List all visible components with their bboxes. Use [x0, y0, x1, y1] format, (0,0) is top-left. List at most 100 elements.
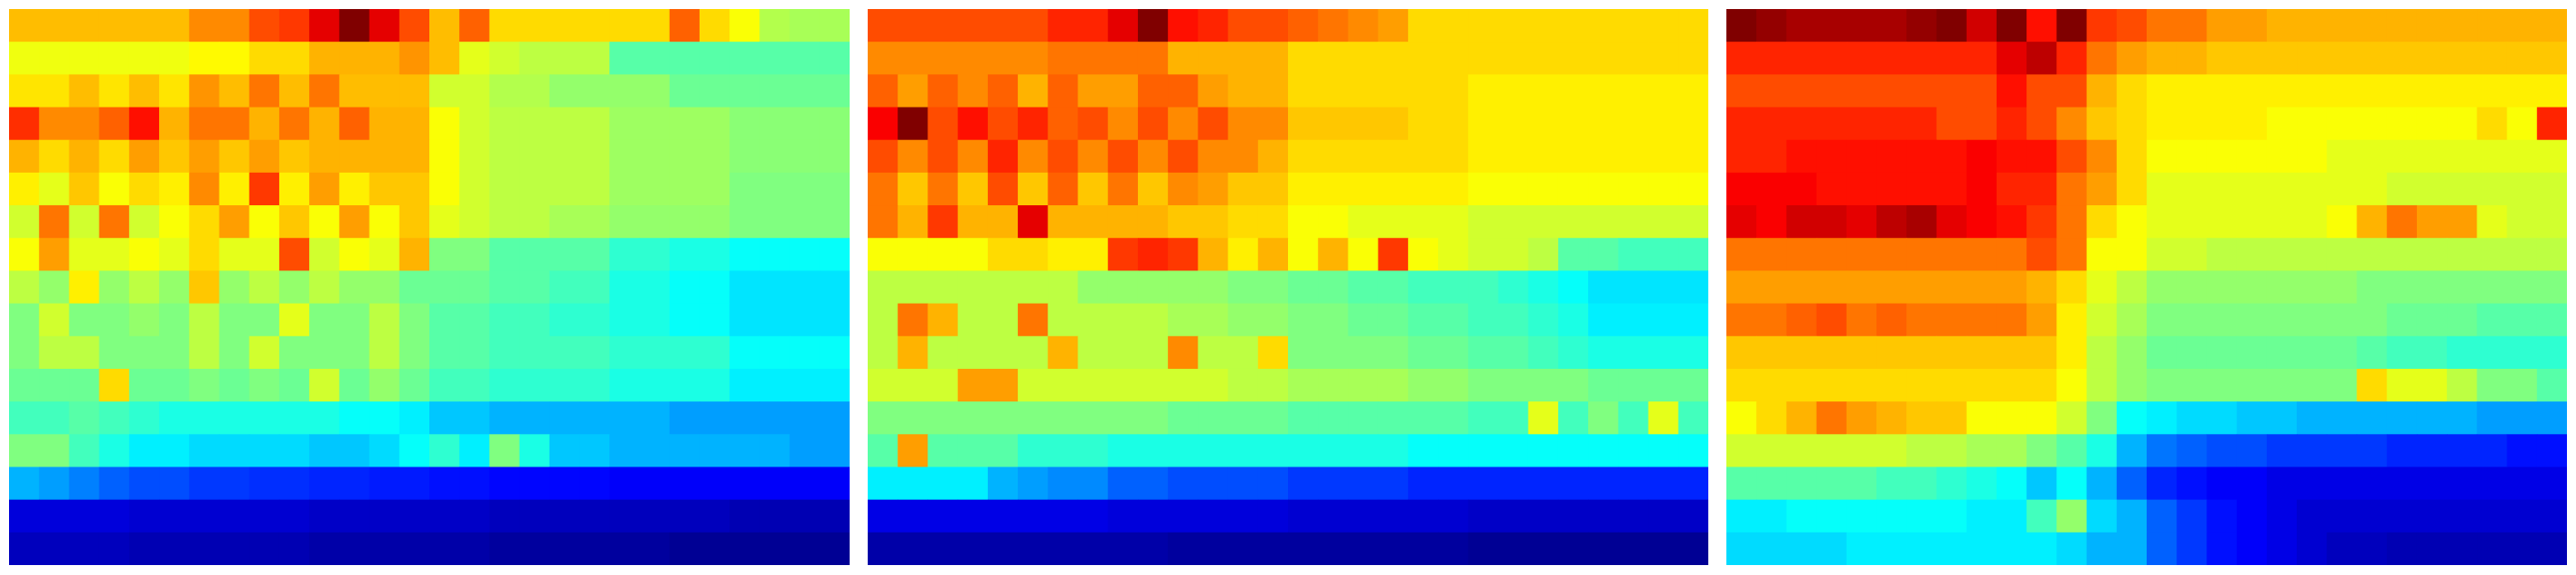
heatmap-cell — [2386, 42, 2418, 75]
heatmap-cell — [1348, 42, 1379, 75]
heatmap-cell — [2116, 467, 2148, 501]
heatmap-cell — [1348, 434, 1379, 468]
heatmap-cell — [729, 335, 760, 370]
heatmap-cell — [1726, 238, 1757, 272]
heatmap-cell — [459, 499, 491, 533]
heatmap-cell — [2536, 368, 2567, 402]
heatmap-cell — [1996, 139, 2027, 174]
heatmap-cell — [987, 74, 1019, 108]
heatmap-cell — [789, 74, 821, 108]
heatmap-cell — [549, 74, 580, 108]
heatmap-panel-3 — [1726, 9, 2567, 565]
heatmap-cell — [1528, 499, 1559, 533]
heatmap-cell — [1348, 139, 1379, 174]
heatmap-cell — [1468, 42, 1500, 75]
heatmap-cell — [1588, 238, 1619, 272]
heatmap-cell — [1498, 467, 1529, 501]
heatmap-cell — [2056, 238, 2088, 272]
heatmap-cell — [789, 303, 821, 337]
heatmap-cell — [1018, 139, 1048, 174]
heatmap-cell — [579, 205, 610, 239]
heatmap-cell — [1966, 499, 1998, 533]
heatmap-cell — [927, 238, 959, 272]
heatmap-cell — [339, 139, 371, 174]
heatmap-cell — [1227, 303, 1259, 337]
heatmap-cell — [1756, 467, 1788, 501]
heatmap-cell — [369, 238, 400, 272]
heatmap-cell — [2176, 499, 2208, 533]
heatmap-cell — [898, 434, 929, 468]
heatmap-cell — [1257, 205, 1289, 239]
heatmap-cell — [549, 303, 580, 337]
heatmap-cell — [2026, 303, 2057, 337]
heatmap-cell — [1588, 335, 1619, 370]
heatmap-cell — [609, 499, 641, 533]
heatmap-cell — [898, 532, 929, 565]
heatmap-cell — [369, 42, 400, 75]
heatmap-cell — [39, 270, 71, 305]
heatmap-cell — [1318, 303, 1349, 337]
heatmap-cell — [2477, 172, 2508, 206]
heatmap-cell — [2297, 172, 2327, 206]
heatmap-cell — [2536, 270, 2567, 305]
heatmap-cell — [99, 9, 130, 42]
heatmap-cell — [819, 107, 850, 141]
heatmap-cell — [2206, 467, 2238, 501]
heatmap-cell — [2026, 238, 2057, 272]
heatmap-cell — [987, 467, 1019, 501]
heatmap-cell — [2506, 172, 2538, 206]
heatmap-cell — [9, 9, 40, 42]
heatmap-cell — [987, 303, 1019, 337]
heatmap-cell — [2477, 401, 2508, 435]
heatmap-cell — [2536, 434, 2567, 468]
heatmap-cell — [1257, 107, 1289, 141]
heatmap-cell — [1137, 238, 1169, 272]
heatmap-cell — [609, 205, 641, 239]
heatmap-cell — [159, 532, 190, 565]
heatmap-cell — [1288, 9, 1319, 42]
heatmap-cell — [1528, 368, 1559, 402]
heatmap-cell — [2477, 532, 2508, 565]
heatmap-cell — [128, 303, 160, 337]
heatmap-cell — [2416, 205, 2448, 239]
heatmap-cell — [1438, 368, 1469, 402]
heatmap-cell — [1726, 401, 1757, 435]
heatmap-cell — [2026, 172, 2057, 206]
heatmap-cell — [2386, 368, 2418, 402]
heatmap-cell — [1756, 499, 1788, 533]
heatmap-cell — [1168, 303, 1199, 337]
heatmap-cell — [99, 205, 130, 239]
heatmap-cell — [2206, 303, 2238, 337]
heatmap-cell — [369, 172, 400, 206]
heatmap-cell — [1227, 335, 1259, 370]
heatmap-cell — [249, 532, 280, 565]
heatmap-cell — [2176, 467, 2208, 501]
heatmap-cell — [1468, 532, 1500, 565]
heatmap-cell — [2447, 107, 2477, 141]
heatmap-cell — [1018, 499, 1048, 533]
heatmap-cell — [1407, 9, 1439, 42]
heatmap-cell — [128, 434, 160, 468]
heatmap-cell — [2236, 532, 2268, 565]
heatmap-cell — [2236, 139, 2268, 174]
heatmap-cell — [219, 335, 250, 370]
heatmap-cell — [789, 467, 821, 501]
heatmap-cell — [1996, 499, 2027, 533]
heatmap-cell — [957, 434, 989, 468]
heatmap-cell — [9, 401, 40, 435]
heatmap-cell — [1288, 270, 1319, 305]
heatmap-cell — [1756, 238, 1788, 272]
heatmap-cell — [459, 335, 491, 370]
heatmap-cell — [669, 205, 700, 239]
heatmap-cell — [2536, 303, 2567, 337]
heatmap-cell — [2536, 107, 2567, 141]
heatmap-cell — [1257, 467, 1289, 501]
heatmap-cell — [2236, 270, 2268, 305]
heatmap-cell — [1906, 172, 1938, 206]
heatmap-cell — [898, 238, 929, 272]
heatmap-cell — [927, 139, 959, 174]
heatmap-cell — [987, 401, 1019, 435]
heatmap-cell — [1018, 303, 1048, 337]
heatmap-cell — [729, 42, 760, 75]
heatmap-cell — [489, 238, 521, 272]
